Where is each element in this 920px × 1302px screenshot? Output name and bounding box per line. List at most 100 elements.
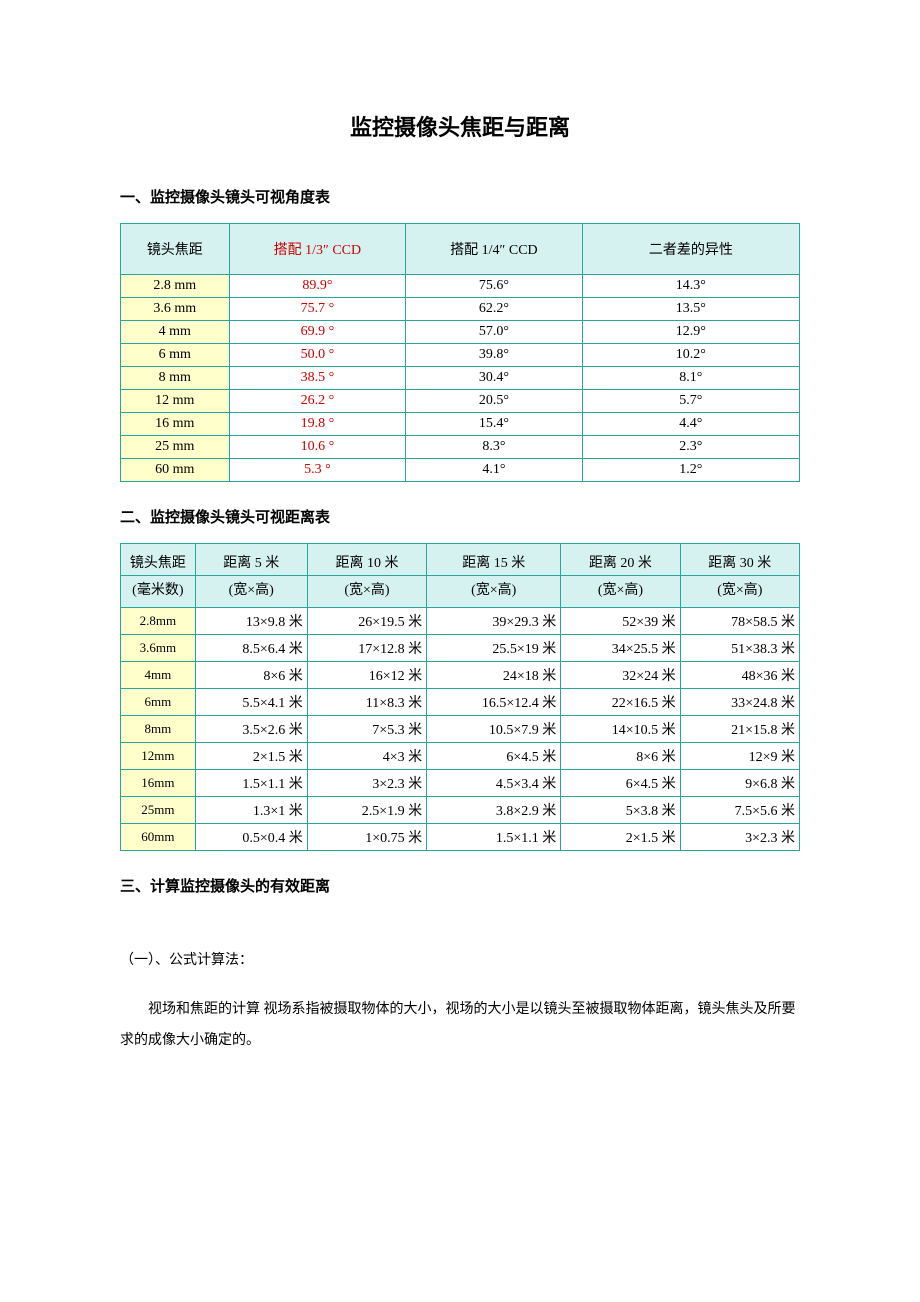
table-cell: 52×39 米 <box>561 608 680 635</box>
table-cell: 8.3° <box>406 436 583 459</box>
section-heading-1: 一、监控摄像头镜头可视角度表 <box>120 186 800 207</box>
table-cell: 39×29.3 米 <box>427 608 561 635</box>
table-cell: 34×25.5 米 <box>561 635 680 662</box>
table-cell: 32×24 米 <box>561 662 680 689</box>
table-cell: 3.8×2.9 米 <box>427 797 561 824</box>
table-cell: 5.7° <box>582 390 799 413</box>
col-header: 距离 15 米 <box>427 544 561 576</box>
col-header: (宽×高) <box>307 576 426 608</box>
table-cell: 57.0° <box>406 321 583 344</box>
table-cell: 2.8mm <box>121 608 196 635</box>
table-cell: 19.8 ° <box>229 413 406 436</box>
table-cell: 4 mm <box>121 321 230 344</box>
table-cell: 3×2.3 米 <box>307 770 426 797</box>
table-cell: 13×9.8 米 <box>195 608 307 635</box>
table-row: 12mm2×1.5 米4×3 米6×4.5 米8×6 米12×9 米 <box>121 743 800 770</box>
table-row: 3.6mm8.5×6.4 米17×12.8 米25.5×19 米34×25.5 … <box>121 635 800 662</box>
table-cell: 89.9° <box>229 275 406 298</box>
table-row: 2.8 mm89.9°75.6°14.3° <box>121 275 800 298</box>
angle-table: 镜头焦距 搭配 1/3″ CCD 搭配 1/4″ CCD 二者差的异性 2.8 … <box>120 223 800 482</box>
table-cell: 9×6.8 米 <box>680 770 799 797</box>
table-row: 25 mm10.6 °8.3°2.3° <box>121 436 800 459</box>
paragraph: 视场和焦距的计算 视场系指被摄取物体的大小，视场的大小是以镜头至被摄取物体距离，… <box>120 995 800 1057</box>
table-cell: 3.6mm <box>121 635 196 662</box>
table-cell: 6×4.5 米 <box>427 743 561 770</box>
page-title: 监控摄像头焦距与距离 <box>120 110 800 142</box>
table-row: 8 mm38.5 °30.4°8.1° <box>121 367 800 390</box>
table-cell: 16 mm <box>121 413 230 436</box>
table-cell: 10.5×7.9 米 <box>427 716 561 743</box>
table-cell: 2.3° <box>582 436 799 459</box>
table-cell: 12mm <box>121 743 196 770</box>
table-cell: 22×16.5 米 <box>561 689 680 716</box>
table-cell: 5.3 ° <box>229 459 406 482</box>
table-header-row: 镜头焦距 距离 5 米 距离 10 米 距离 15 米 距离 20 米 距离 3… <box>121 544 800 576</box>
table-cell: 2×1.5 米 <box>561 824 680 851</box>
table-row: 16 mm19.8 °15.4°4.4° <box>121 413 800 436</box>
table-cell: 21×15.8 米 <box>680 716 799 743</box>
table-cell: 7.5×5.6 米 <box>680 797 799 824</box>
col-header: 搭配 1/4″ CCD <box>406 224 583 275</box>
table-cell: 48×36 米 <box>680 662 799 689</box>
table-cell: 1.5×1.1 米 <box>195 770 307 797</box>
table-cell: 4mm <box>121 662 196 689</box>
table-cell: 2×1.5 米 <box>195 743 307 770</box>
table-cell: 1.2° <box>582 459 799 482</box>
table-cell: 26.2 ° <box>229 390 406 413</box>
col-header: (宽×高) <box>561 576 680 608</box>
table-row: 8mm3.5×2.6 米7×5.3 米10.5×7.9 米14×10.5 米21… <box>121 716 800 743</box>
table-cell: 78×58.5 米 <box>680 608 799 635</box>
col-header: 搭配 1/3″ CCD <box>229 224 406 275</box>
table-header-row: (毫米数) (宽×高) (宽×高) (宽×高) (宽×高) (宽×高) <box>121 576 800 608</box>
table-cell: 15.4° <box>406 413 583 436</box>
table-cell: 1.3×1 米 <box>195 797 307 824</box>
table-cell: 25mm <box>121 797 196 824</box>
table-row: 6mm5.5×4.1 米11×8.3 米16.5×12.4 米22×16.5 米… <box>121 689 800 716</box>
table-cell: 8mm <box>121 716 196 743</box>
table-row: 12 mm26.2 °20.5°5.7° <box>121 390 800 413</box>
table-body: 2.8 mm89.9°75.6°14.3°3.6 mm75.7 °62.2°13… <box>121 275 800 482</box>
table-cell: 17×12.8 米 <box>307 635 426 662</box>
table-cell: 16.5×12.4 米 <box>427 689 561 716</box>
table-row: 25mm1.3×1 米2.5×1.9 米3.8×2.9 米5×3.8 米7.5×… <box>121 797 800 824</box>
table-cell: 4.1° <box>406 459 583 482</box>
table-cell: 60 mm <box>121 459 230 482</box>
table-cell: 8×6 米 <box>561 743 680 770</box>
table-cell: 75.7 ° <box>229 298 406 321</box>
paragraph: （一）、公式计算法： <box>120 946 800 977</box>
table-cell: 1.5×1.1 米 <box>427 824 561 851</box>
table-cell: 10.6 ° <box>229 436 406 459</box>
table-cell: 69.9 ° <box>229 321 406 344</box>
table-cell: 6 mm <box>121 344 230 367</box>
table-cell: 4.5×3.4 米 <box>427 770 561 797</box>
table-cell: 16×12 米 <box>307 662 426 689</box>
table-cell: 14×10.5 米 <box>561 716 680 743</box>
col-header: (宽×高) <box>195 576 307 608</box>
col-header: (宽×高) <box>680 576 799 608</box>
table-cell: 14.3° <box>582 275 799 298</box>
table-row: 60 mm5.3 °4.1°1.2° <box>121 459 800 482</box>
col-header: 镜头焦距 <box>121 224 230 275</box>
table-cell: 2.5×1.9 米 <box>307 797 426 824</box>
table-cell: 26×19.5 米 <box>307 608 426 635</box>
table-cell: 25 mm <box>121 436 230 459</box>
table-cell: 7×5.3 米 <box>307 716 426 743</box>
table-cell: 20.5° <box>406 390 583 413</box>
distance-table: 镜头焦距 距离 5 米 距离 10 米 距离 15 米 距离 20 米 距离 3… <box>120 543 800 851</box>
table-cell: 10.2° <box>582 344 799 367</box>
table-cell: 5×3.8 米 <box>561 797 680 824</box>
table-cell: 4×3 米 <box>307 743 426 770</box>
table-cell: 39.8° <box>406 344 583 367</box>
table-cell: 30.4° <box>406 367 583 390</box>
section-heading-2: 二、监控摄像头镜头可视距离表 <box>120 506 800 527</box>
table-cell: 6×4.5 米 <box>561 770 680 797</box>
document-page: 监控摄像头焦距与距离 一、监控摄像头镜头可视角度表 镜头焦距 搭配 1/3″ C… <box>0 0 920 1122</box>
table-cell: 16mm <box>121 770 196 797</box>
table-cell: 3.5×2.6 米 <box>195 716 307 743</box>
table-cell: 13.5° <box>582 298 799 321</box>
table-row: 60mm0.5×0.4 米1×0.75 米1.5×1.1 米2×1.5 米3×2… <box>121 824 800 851</box>
col-header: 距离 20 米 <box>561 544 680 576</box>
table-cell: 51×38.3 米 <box>680 635 799 662</box>
table-cell: 24×18 米 <box>427 662 561 689</box>
table-row: 6 mm50.0 °39.8°10.2° <box>121 344 800 367</box>
